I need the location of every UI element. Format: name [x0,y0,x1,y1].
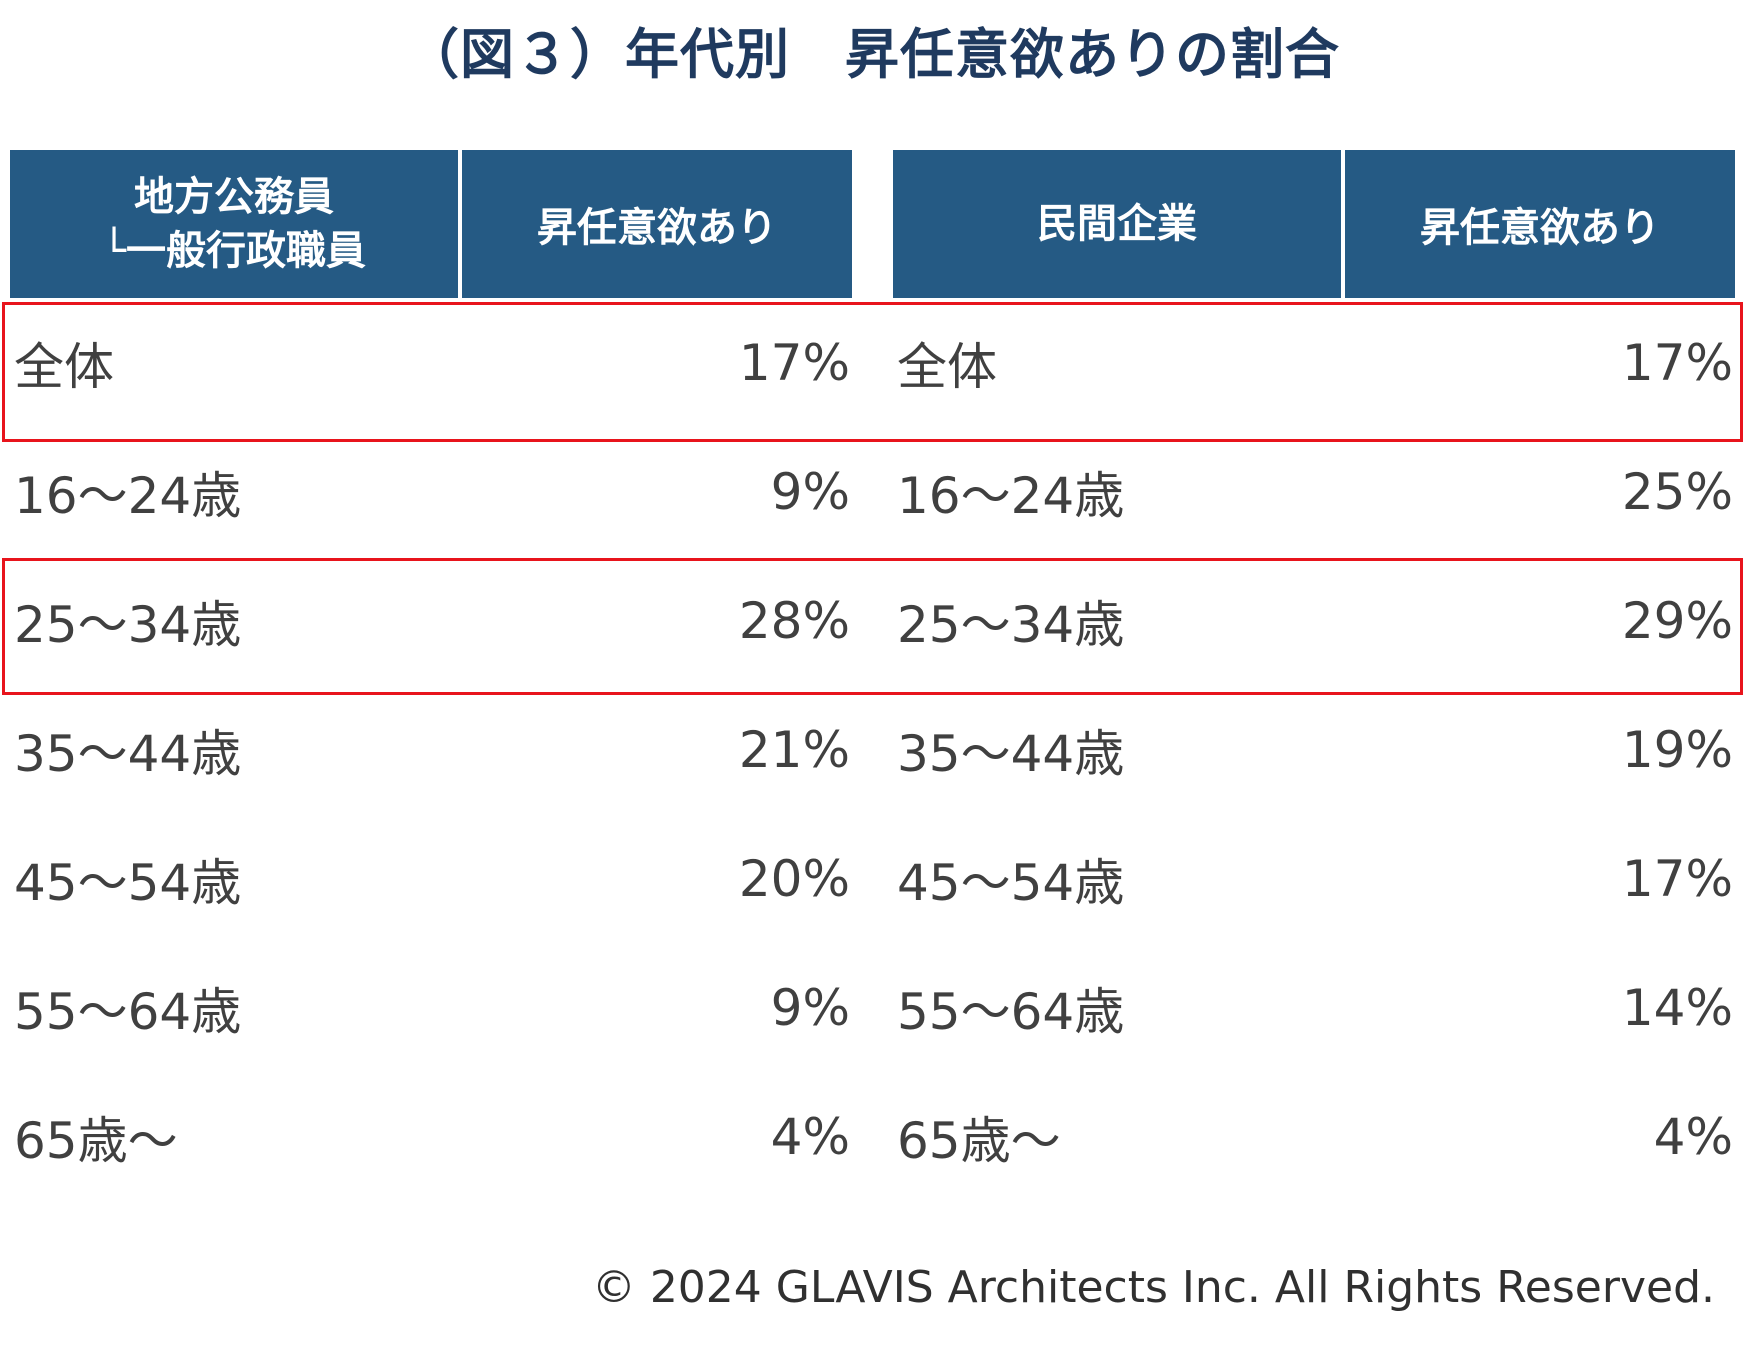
row-label: 16～24歳 [897,466,1125,525]
row-label: 25～34歳 [14,595,242,654]
header-category: 地方公務員 └一般行政職員 [10,150,462,298]
row-value: 9% [770,978,850,1037]
row-label: 65歳～ [897,1111,1061,1170]
table-row: 全体 17% [10,298,852,427]
table-row: 16～24歳 9% [10,427,852,556]
header-value: 昇任意欲あり [462,150,852,298]
chart-title: （図３）年代別 昇任意欲ありの割合 [405,23,1340,86]
row-label: 全体 [14,337,114,396]
table-row: 35～44歳 19% [893,685,1735,814]
row-value: 4% [770,1107,850,1166]
table-row: 45～54歳 17% [893,814,1735,943]
table-private-company: 民間企業 昇任意欲あり 全体 17% 16～24歳 25% 25～34歳 29% 35～44… [893,150,1735,1201]
row-label: 16～24歳 [14,466,242,525]
row-label: 35～44歳 [14,724,242,783]
row-value: 17% [1621,333,1733,392]
row-label: 25～34歳 [897,595,1125,654]
row-value: 29% [1621,591,1733,650]
row-value: 28% [738,591,850,650]
table-header: 地方公務員 └一般行政職員 昇任意欲あり [10,150,852,298]
row-value: 21% [738,720,850,779]
header-category-line2: └一般行政職員 [101,228,367,274]
row-value: 17% [738,333,850,392]
row-value: 17% [1621,849,1733,908]
table-row: 16～24歳 25% [893,427,1735,556]
table-body: 全体 17% 16～24歳 9% 25～34歳 28% 35～44歳 21% 45～54歳 20%… [10,298,852,1201]
table-local-government: 地方公務員 └一般行政職員 昇任意欲あり 全体 17% 16～24歳 9% 25～34歳… [10,150,852,1201]
row-label: 65歳～ [14,1111,178,1170]
row-value: 25% [1621,462,1733,521]
row-label: 55～64歳 [897,982,1125,1041]
table-row: 65歳～ 4% [10,1072,852,1201]
highlight-box-25-34 [2,558,1743,695]
table-row: 全体 17% [893,298,1735,427]
row-label: 55～64歳 [14,982,242,1041]
row-label: 全体 [897,337,997,396]
table-row: 25～34歳 29% [893,556,1735,685]
table-body: 全体 17% 16～24歳 25% 25～34歳 29% 35～44歳 19% 45～54歳 17… [893,298,1735,1201]
copyright-text: © 2024 GLAVIS Architects Inc. All Rights… [591,1262,1715,1313]
highlight-box-overall [2,302,1743,442]
row-value: 20% [738,849,850,908]
row-value: 19% [1621,720,1733,779]
table-header: 民間企業 昇任意欲あり [893,150,1735,298]
row-value: 4% [1653,1107,1733,1166]
table-row: 35～44歳 21% [10,685,852,814]
row-label: 35～44歳 [897,724,1125,783]
table-row: 55～64歳 9% [10,943,852,1072]
row-value: 14% [1621,978,1733,1037]
table-row: 25～34歳 28% [10,556,852,685]
row-value: 9% [770,462,850,521]
header-category-line1: 民間企業 [1037,201,1197,247]
header-category-line1: 地方公務員 [134,174,334,220]
row-label: 45～54歳 [897,853,1125,912]
table-row: 65歳～ 4% [893,1072,1735,1201]
row-label: 45～54歳 [14,853,242,912]
table-row: 55～64歳 14% [893,943,1735,1072]
table-row: 45～54歳 20% [10,814,852,943]
header-category: 民間企業 [893,150,1345,298]
header-value: 昇任意欲あり [1345,150,1735,298]
